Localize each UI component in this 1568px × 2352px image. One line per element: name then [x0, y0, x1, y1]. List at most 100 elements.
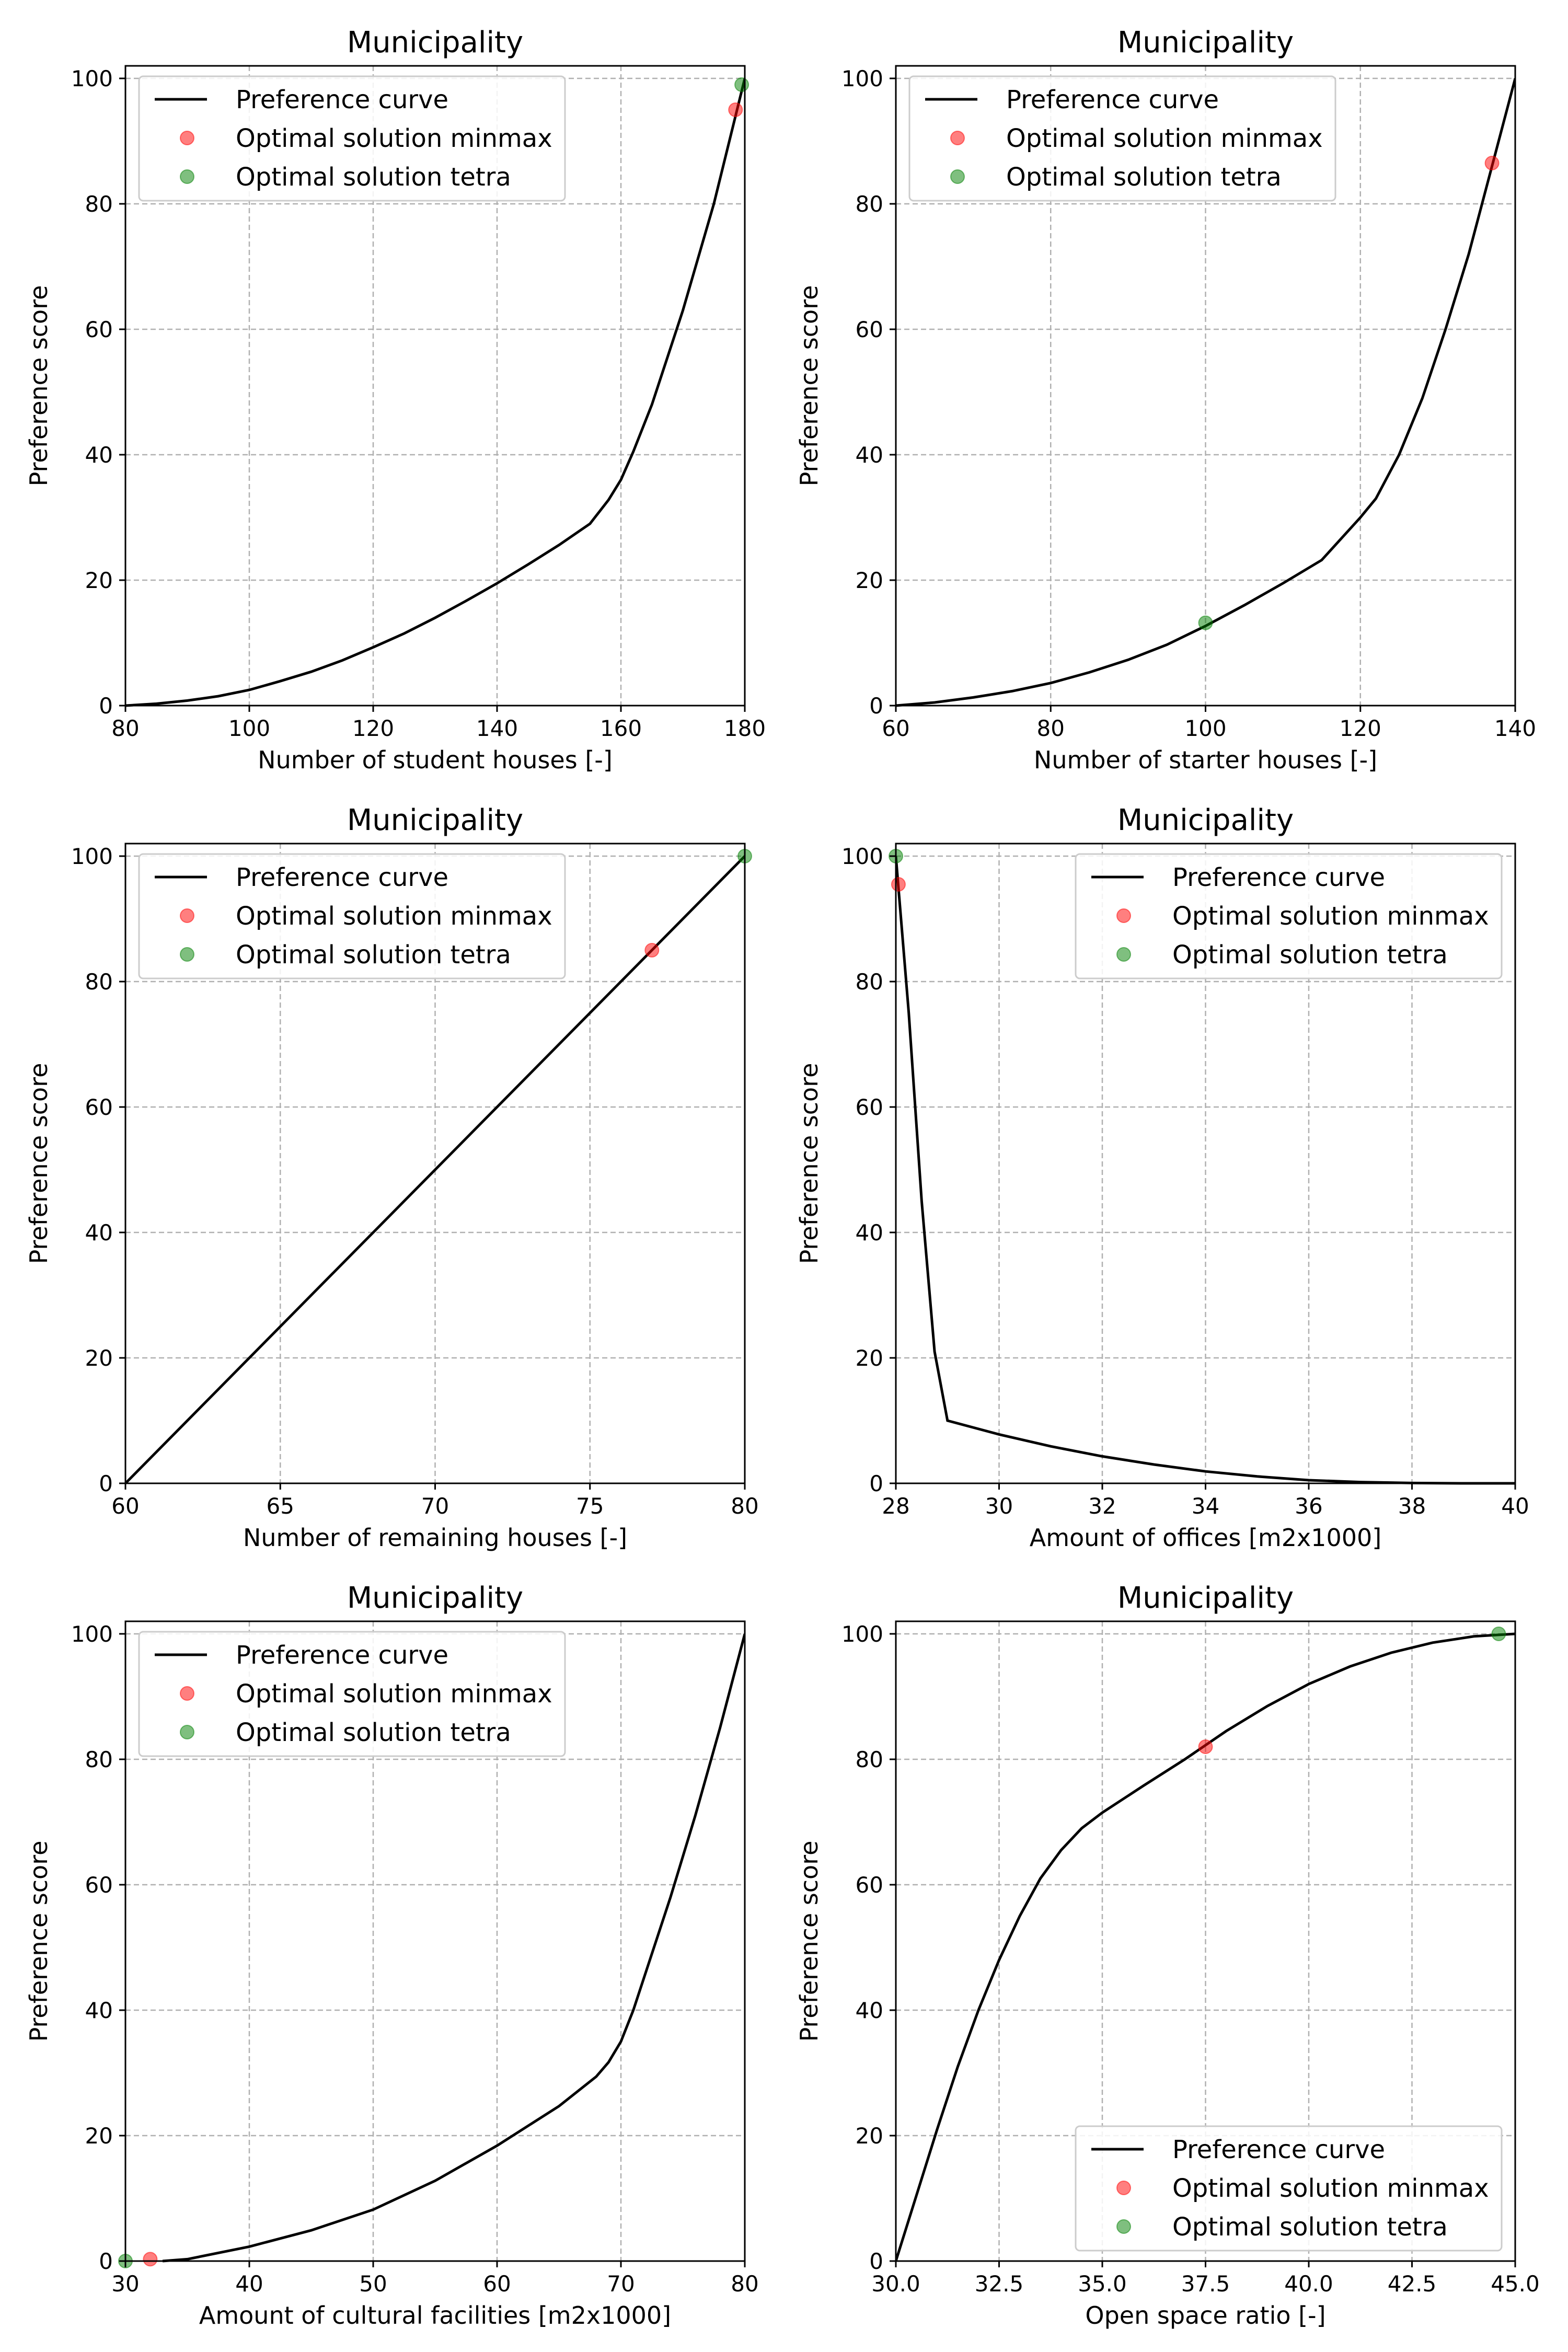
x-tick-label: 32.5 [975, 2271, 1024, 2297]
preference-curve-line [125, 78, 745, 707]
x-axis-label: Amount of cultural facilities [m2x1000] [199, 2301, 671, 2330]
legend-label: Optimal solution minmax [236, 1679, 552, 1709]
chart-title: Municipality [1117, 803, 1294, 837]
legend-minmax-swatch [180, 1686, 194, 1701]
x-tick-label: 37.5 [1181, 2271, 1230, 2297]
x-tick-label: 38 [1398, 1493, 1426, 1519]
x-tick-label: 140 [476, 716, 518, 741]
preference-curve-line [162, 1633, 745, 2263]
x-axis-label: Number of student houses [-] [258, 746, 613, 774]
x-axis-label: Number of remaining houses [-] [243, 1524, 627, 1552]
y-tick-label: 100 [71, 1621, 113, 1647]
legend-label: Optimal solution tetra [1172, 940, 1448, 970]
x-tick-label: 100 [228, 716, 270, 741]
optimal-minmax-point [891, 877, 906, 892]
legend-tetra-swatch [180, 1725, 194, 1739]
chart-title: Municipality [1117, 26, 1294, 60]
legend-label: Preference curve [1172, 863, 1385, 892]
legend-label: Optimal solution minmax [1006, 124, 1323, 153]
x-tick-label: 60 [111, 1493, 139, 1519]
chart-title: Municipality [347, 803, 523, 837]
chart-panel-5: 30 40 50 60 70 80 0 20 40 60 80 100 Municipality Amou… [25, 1581, 759, 2330]
legend: Preference curve Optimal solution minmax O… [908, 75, 1336, 202]
y-tick-label: 60 [85, 1872, 113, 1898]
legend-frame [1075, 853, 1503, 979]
legend-tetra-swatch [1116, 947, 1131, 962]
legend-label: Preference curve [1006, 85, 1219, 114]
legend-label: Optimal solution tetra [236, 940, 511, 970]
x-tick-label: 60 [483, 2271, 511, 2297]
chart-title: Municipality [1117, 1581, 1294, 1615]
y-tick-label: 20 [85, 568, 113, 593]
y-tick-label: 80 [85, 191, 113, 217]
y-tick-label: 40 [856, 1998, 883, 2023]
x-tick-label: 50 [359, 2271, 387, 2297]
optimal-tetra-point [1491, 1627, 1506, 1641]
axes-frame [124, 65, 746, 707]
y-tick-label: 80 [856, 1747, 883, 1772]
legend-minmax-swatch [950, 131, 965, 145]
preference-curve-line [896, 1632, 1515, 2262]
optimal-minmax-point [1484, 156, 1500, 170]
x-tick-label: 60 [882, 716, 909, 741]
x-tick-label: 75 [576, 1493, 604, 1519]
x-tick-label: 42.5 [1388, 2271, 1437, 2297]
legend: Preference curve Optimal solution minmax O… [138, 1631, 566, 1757]
y-tick-label: 40 [856, 1220, 883, 1246]
y-tick-label: 20 [856, 2123, 883, 2149]
y-axis-label: Preference score [795, 285, 823, 487]
y-tick-label: 0 [869, 1471, 883, 1496]
y-axis-label: Preference score [25, 1063, 53, 1264]
legend-frame [1075, 2125, 1503, 2252]
y-tick-label: 100 [71, 66, 113, 91]
legend-label: Optimal solution tetra [236, 163, 511, 192]
y-tick-label: 60 [856, 317, 883, 342]
y-tick-label: 0 [869, 693, 883, 719]
x-tick-label: 80 [1037, 716, 1065, 741]
x-tick-label: 28 [882, 1493, 909, 1519]
legend: Preference curve Optimal solution minmax O… [138, 853, 566, 979]
x-tick-label: 32 [1088, 1493, 1116, 1519]
preference-curve-line [125, 855, 745, 1484]
legend-frame [138, 853, 566, 979]
legend-frame [138, 75, 566, 202]
y-tick-label: 60 [85, 317, 113, 342]
legend-frame [138, 1631, 566, 1757]
y-tick-label: 0 [869, 2249, 883, 2274]
y-tick-label: 40 [856, 442, 883, 468]
x-tick-label: 30.0 [871, 2271, 920, 2297]
x-tick-label: 40 [235, 2271, 263, 2297]
y-tick-label: 0 [99, 693, 113, 719]
optimal-minmax-point [644, 943, 660, 958]
x-tick-label: 40.0 [1284, 2271, 1333, 2297]
legend-label: Optimal solution minmax [1172, 902, 1489, 931]
y-tick-label: 40 [85, 1998, 113, 2023]
legend-label: Optimal solution minmax [236, 124, 552, 153]
y-tick-label: 0 [99, 2249, 113, 2274]
chart-panel-6: 30.0 32.5 35.0 37.5 40.0 42.5 45.0 0 20 40 60 80 100… [795, 1581, 1540, 2330]
legend-tetra-swatch [950, 169, 965, 184]
chart-panel-1: 80 100 120 140 160 180 0 20 40 60 80 100 Municipalit… [25, 26, 766, 774]
y-tick-label: 80 [85, 969, 113, 995]
x-axis-label: Amount of offices [m2x1000] [1030, 1524, 1381, 1552]
y-axis-label: Preference score [25, 1841, 53, 2042]
axes-frame [124, 1620, 746, 2262]
optimal-minmax-point [728, 102, 743, 117]
chart-panel-3: 60 65 70 75 80 0 20 40 60 80 100 Municipality Number… [25, 803, 759, 1552]
y-tick-label: 20 [85, 1345, 113, 1371]
legend-label: Optimal solution minmax [1172, 2174, 1489, 2203]
legend: Preference curve Optimal solution minmax O… [1075, 853, 1503, 979]
legend-tetra-swatch [1116, 2219, 1131, 2234]
legend-label: Optimal solution tetra [1006, 163, 1282, 192]
legend-minmax-swatch [1116, 2181, 1131, 2195]
x-tick-label: 120 [1340, 716, 1381, 741]
x-tick-label: 160 [600, 716, 642, 741]
y-tick-label: 0 [99, 1471, 113, 1496]
y-tick-label: 80 [85, 1747, 113, 1772]
y-axis-label: Preference score [25, 285, 53, 487]
y-tick-label: 60 [856, 1094, 883, 1120]
y-tick-label: 100 [71, 844, 113, 869]
legend-label: Optimal solution tetra [236, 1718, 511, 1747]
x-tick-label: 40 [1501, 1493, 1529, 1519]
y-tick-label: 80 [856, 969, 883, 995]
